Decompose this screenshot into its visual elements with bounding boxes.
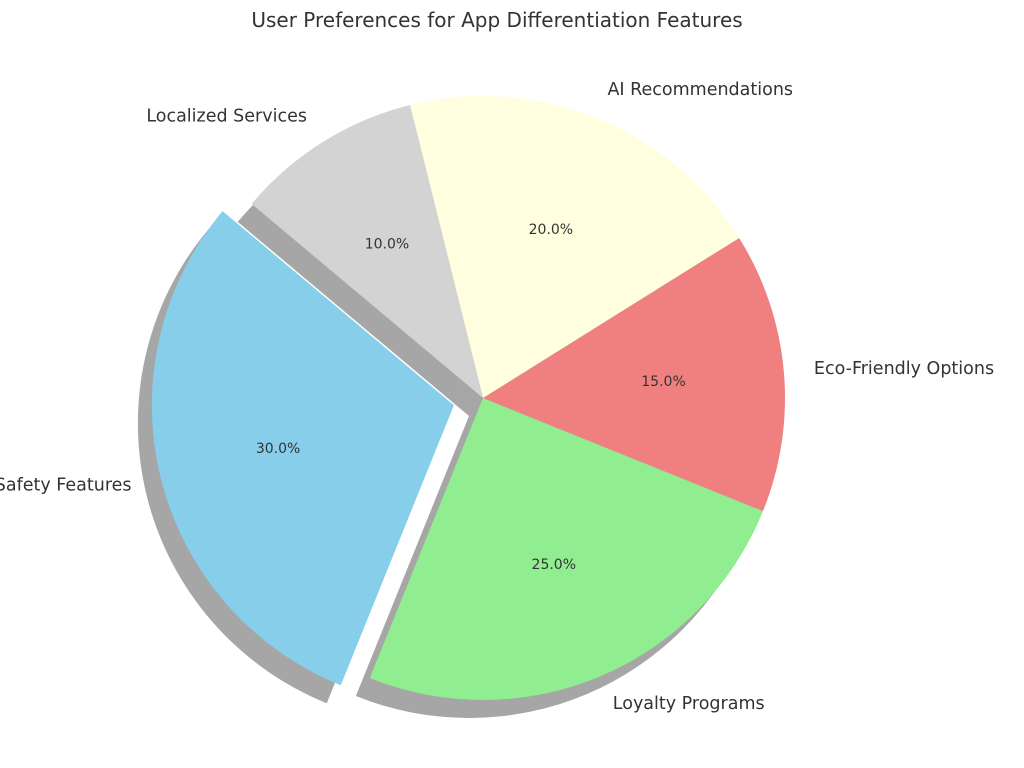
pie-slice-localized-services [251, 104, 483, 398]
pct-label-safety-features: 30.0% [256, 441, 300, 457]
pie-label-layer: 30.0% Safety Features 25.0% Loyalty Program… [0, 80, 994, 714]
slice-label-loyalty-programs: Loyalty Programs [613, 694, 765, 714]
pct-label-ai-recommendations: 20.0% [529, 222, 573, 238]
pct-label-loyalty-programs: 25.0% [532, 557, 576, 573]
pie-slice-loyalty-programs [369, 398, 764, 700]
slice-label-localized-services: Localized Services [146, 106, 307, 126]
pct-label-localized-services: 10.0% [365, 236, 409, 252]
pie-slice-safety-features [151, 211, 454, 686]
pct-label-eco-friendly-options: 15.0% [641, 374, 685, 390]
chart-title: User Preferences for App Differentiation… [251, 8, 743, 32]
pie-slice-ai-recommendations [409, 96, 740, 398]
pie-slice-eco-friendly-options [483, 237, 785, 512]
slice-label-eco-friendly-options: Eco-Friendly Options [814, 359, 994, 379]
slice-label-safety-features: Safety Features [0, 476, 132, 496]
slice-label-ai-recommendations: AI Recommendations [607, 80, 793, 100]
pie-slice-layer [151, 96, 785, 700]
